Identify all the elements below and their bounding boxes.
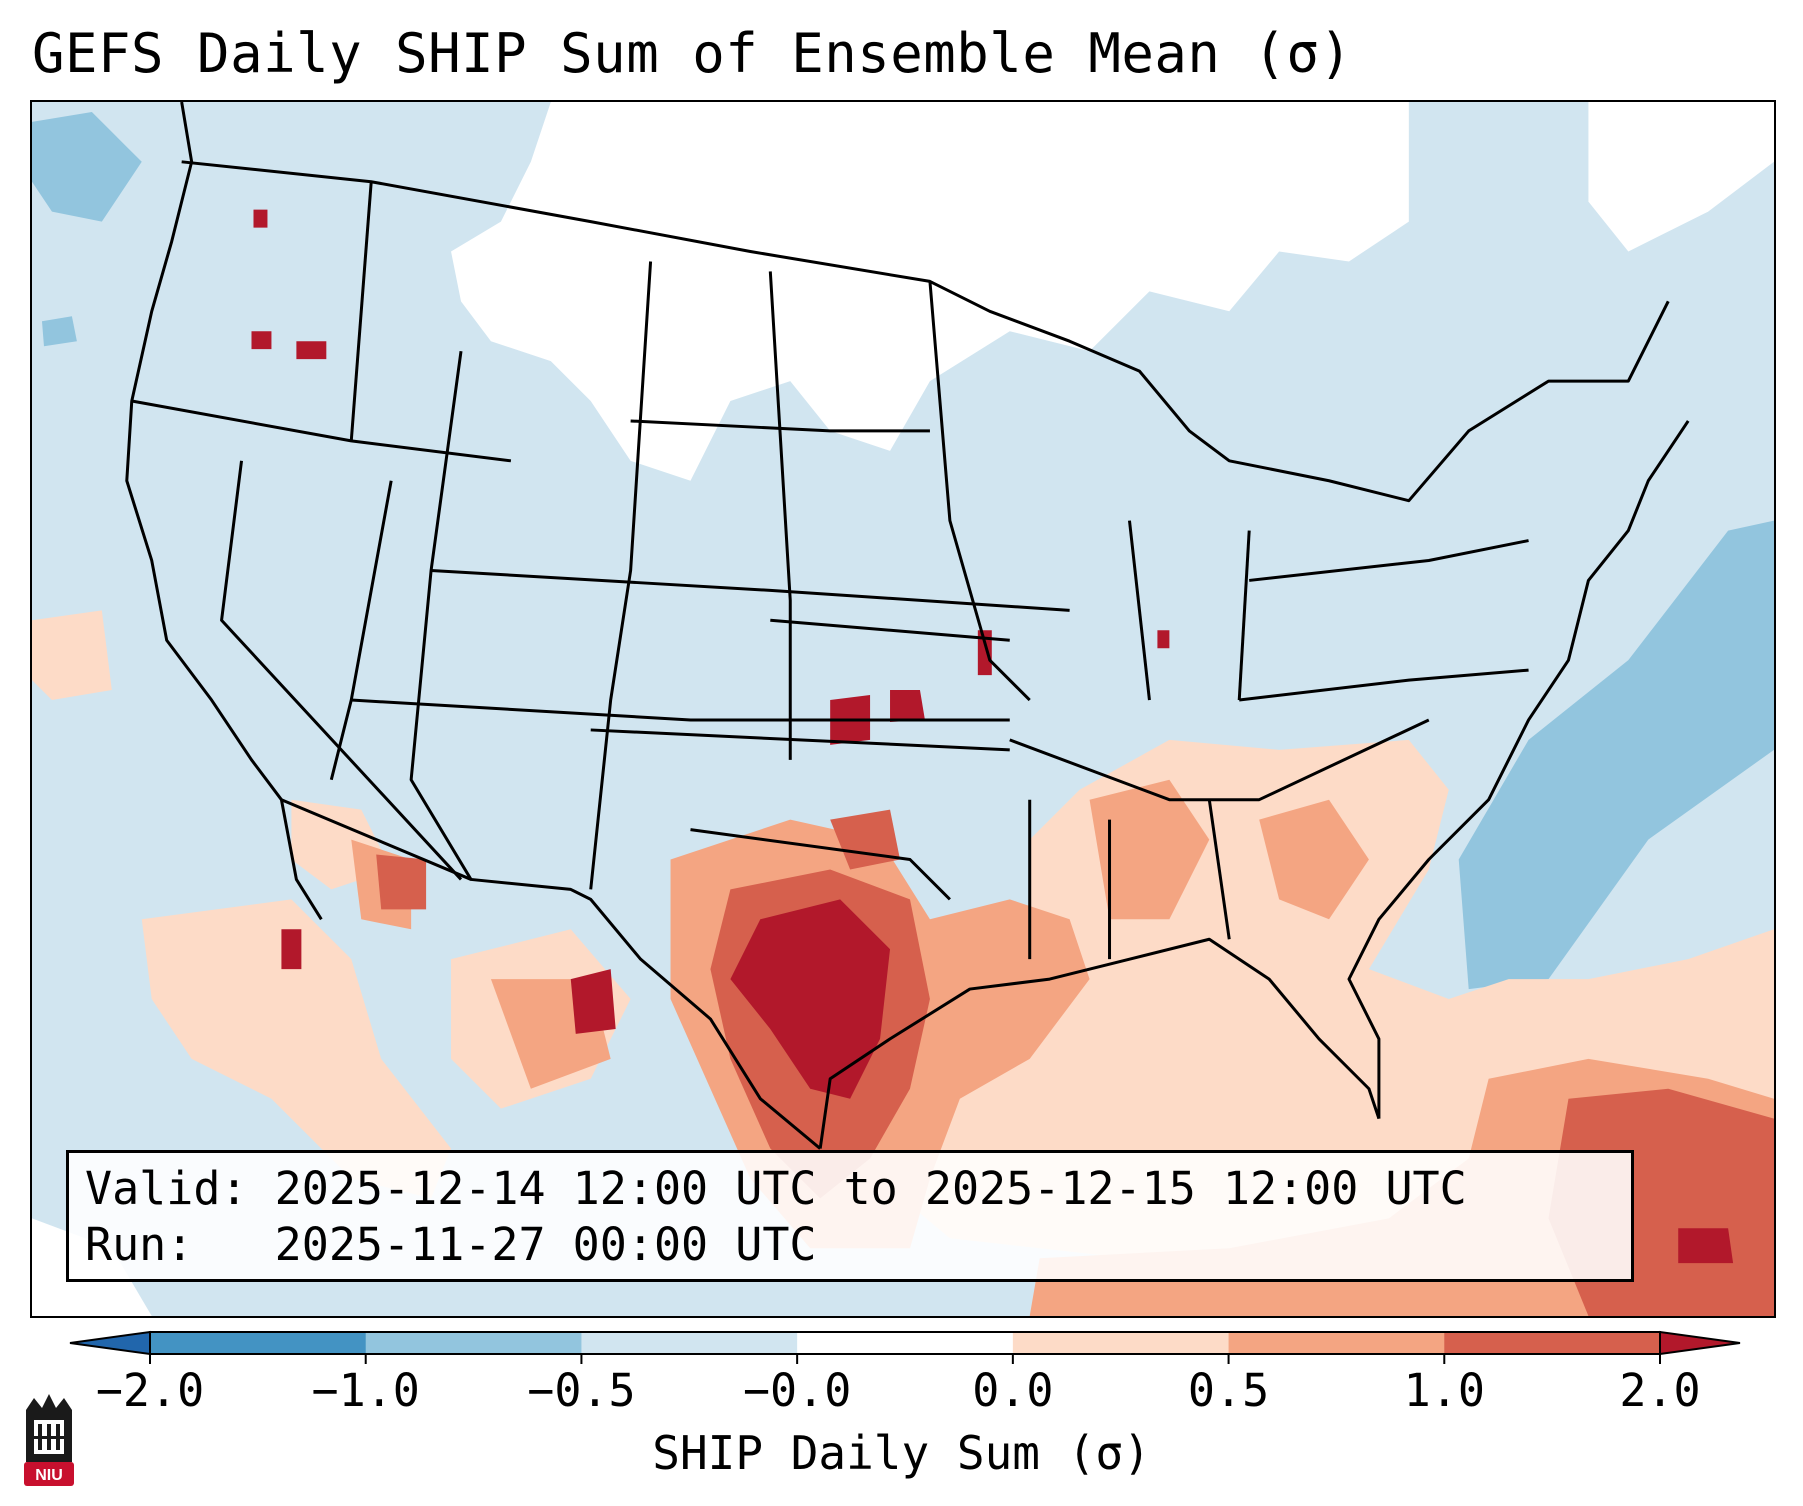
valid-run-info-box: Valid: 2025-12-14 12:00 UTC to 2025-12-1… [66,1150,1634,1282]
colorbar-cell [365,1332,582,1354]
map-panel [30,100,1776,1318]
colorbar-tick-label: 0.5 [1187,1364,1270,1417]
colorbar-cell [797,1332,1014,1354]
colorbar-cell [1444,1332,1661,1354]
logo-text: NIU [35,1467,63,1484]
map-boundaries [125,102,1690,1150]
colorbar-tick-label: −0.0 [742,1364,852,1417]
colorbar-cell [581,1332,798,1354]
colorbar-extend-high [1659,1330,1741,1356]
colorbar-cell [150,1332,367,1354]
colorbar-extend-low [69,1330,151,1356]
colorbar-tick-label: 2.0 [1619,1364,1701,1417]
run-label: Run: [85,1218,194,1271]
colorbar-cells [69,1330,1741,1364]
field-extreme-positive [251,209,1734,1264]
colorbar-cell [1228,1332,1445,1354]
valid-label: Valid: [85,1162,248,1215]
colorbar-label: SHIP Daily Sum (σ) [652,1426,1151,1480]
colorbar-tick-label: 0.0 [972,1364,1054,1417]
colorbar [69,1330,1741,1364]
valid-time-range: 2025-12-14 12:00 UTC to 2025-12-15 12:00… [274,1162,1467,1215]
colorbar-outline [149,1331,1661,1355]
niu-logo-icon: NIU [24,1394,74,1486]
map-title: GEFS Daily SHIP Sum of Ensemble Mean (σ) [32,22,1353,85]
colorbar-tick-label: 1.0 [1403,1364,1485,1417]
colorbar-tick-label: −0.5 [527,1364,636,1417]
colorbar-cell [1012,1332,1230,1354]
colorbar-tick-label: −2.0 [95,1364,205,1417]
run-time: 2025-11-27 00:00 UTC [274,1218,817,1271]
conus-map [32,102,1774,1316]
colorbar-tick-label: −1.0 [311,1364,420,1417]
field-negative-patches [32,111,1774,990]
